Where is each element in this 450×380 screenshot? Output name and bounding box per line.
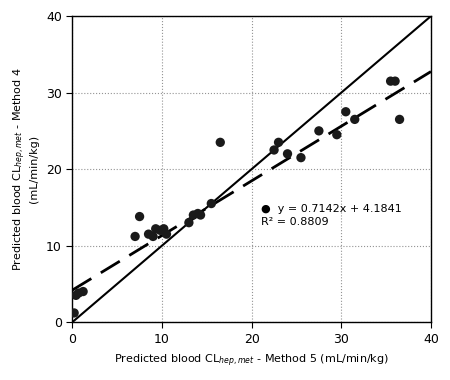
Point [163, 231, 170, 237]
Point [208, 201, 215, 207]
Point [396, 116, 403, 122]
Point [216, 139, 224, 146]
Point [342, 109, 349, 115]
Point [136, 214, 143, 220]
Point [185, 220, 193, 226]
Text: ●  y = 0.7142x + 4.1841
R² = 0.8809: ● y = 0.7142x + 4.1841 R² = 0.8809 [261, 204, 401, 227]
Point [270, 147, 278, 153]
Point [284, 151, 291, 157]
Point [71, 310, 78, 316]
Point [157, 227, 164, 233]
Point [297, 155, 305, 161]
Point [194, 211, 202, 217]
Point [190, 212, 197, 218]
Point [351, 116, 358, 122]
Point [80, 288, 87, 294]
Point [72, 292, 80, 298]
Point [160, 226, 167, 232]
Point [197, 212, 204, 218]
Point [333, 131, 340, 138]
Y-axis label: Predicted blood CL$_{hep,met}$ - Method 4
(mL/min/kg): Predicted blood CL$_{hep,met}$ - Method … [11, 67, 39, 271]
Point [387, 78, 394, 84]
Point [392, 78, 399, 84]
Point [275, 139, 282, 146]
X-axis label: Predicted blood CL$_{hep,met}$ - Method 5 (mL/min/kg): Predicted blood CL$_{hep,met}$ - Method … [114, 353, 389, 369]
Point [75, 290, 82, 296]
Point [149, 233, 157, 239]
Point [131, 233, 139, 239]
Point [152, 226, 159, 232]
Point [315, 128, 323, 134]
Point [145, 231, 152, 237]
